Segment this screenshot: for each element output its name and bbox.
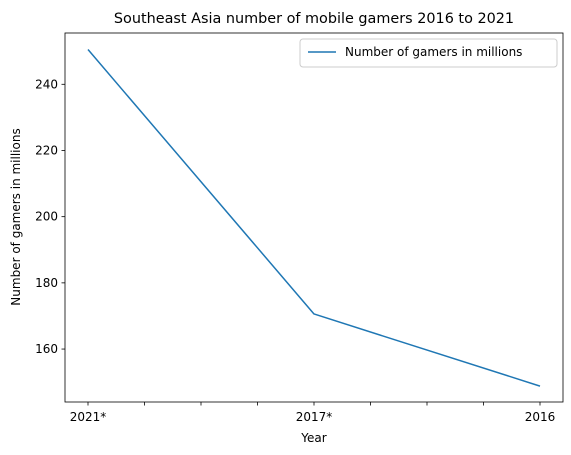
y-axis-label: Number of gamers in millions bbox=[9, 128, 23, 305]
y-tick-label: 240 bbox=[35, 77, 58, 91]
chart-title: Southeast Asia number of mobile gamers 2… bbox=[114, 11, 514, 27]
legend-box bbox=[299, 38, 558, 68]
x-axis-label: Year bbox=[300, 431, 326, 445]
legend: Number of gamers in millions bbox=[299, 38, 558, 68]
legend-label: Number of gamers in millions bbox=[345, 45, 522, 59]
series-line bbox=[87, 49, 541, 387]
plot-frame bbox=[64, 32, 564, 403]
y-tick-label: 220 bbox=[35, 143, 58, 157]
x-tick-label: 2016 bbox=[525, 410, 556, 424]
x-axis-ticks: 2021* 2017* 2016 bbox=[70, 402, 556, 424]
x-tick-label: 2017* bbox=[296, 410, 333, 424]
y-tick-label: 160 bbox=[35, 342, 58, 356]
series-layer bbox=[87, 49, 541, 387]
y-tick-label: 180 bbox=[35, 276, 58, 290]
y-axis-ticks: 160 180 200 220 240 bbox=[35, 77, 65, 356]
y-tick-label: 200 bbox=[35, 210, 58, 224]
x-tick-label: 2021* bbox=[70, 410, 107, 424]
